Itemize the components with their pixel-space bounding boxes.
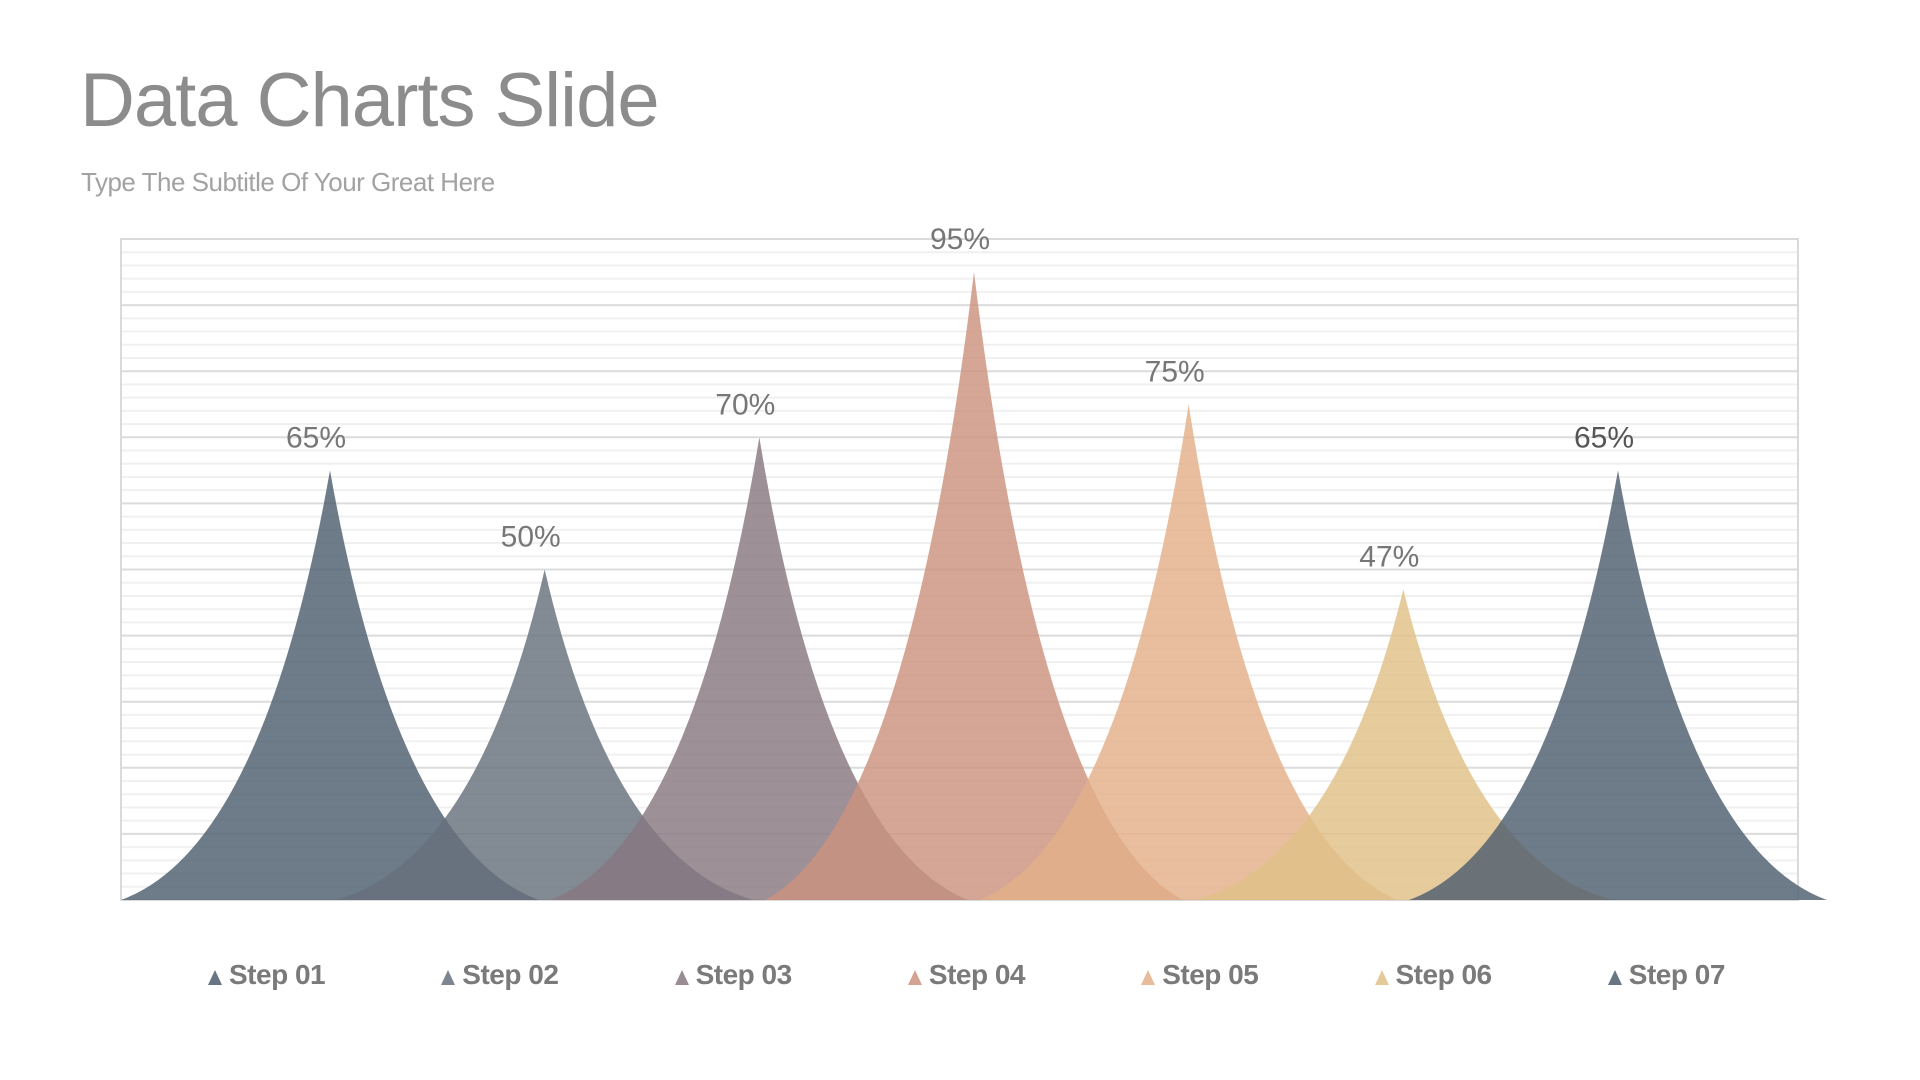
slide-subtitle: Type The Subtitle Of Your Great Here — [81, 167, 495, 197]
value-label: 47% — [1359, 540, 1419, 573]
legend-label: Step 04 — [928, 959, 1026, 990]
legend-label: Step 02 — [462, 959, 559, 990]
triangle-icon — [1374, 969, 1389, 985]
spike-step-07 — [1409, 470, 1827, 900]
spike-step-02 — [335, 569, 754, 900]
legend-item: Step 04 — [907, 955, 1026, 995]
triangle-icon — [1607, 969, 1622, 985]
legend-label: Step 03 — [695, 959, 793, 990]
spike-step-04 — [765, 272, 1183, 900]
legend-item: Step 05 — [1141, 955, 1259, 995]
spike-step-03 — [550, 437, 969, 900]
value-label: 65% — [286, 421, 346, 454]
spike-step-06 — [1194, 589, 1613, 900]
legend-label: Step 07 — [1628, 959, 1726, 990]
slide-title: Data Charts Slide — [80, 58, 660, 143]
triangle-icon — [1141, 969, 1156, 985]
value-labels: 65% 50% 70% 95% 75% 47% 65% — [286, 223, 1634, 573]
legend-label: Step 06 — [1395, 959, 1493, 990]
triangle-icon — [441, 969, 456, 985]
value-label: 75% — [1145, 355, 1205, 388]
triangle-icon — [907, 969, 922, 985]
value-label: 50% — [501, 521, 561, 554]
legend-item: Step 03 — [674, 955, 793, 995]
legend-item: Step 02 — [441, 955, 559, 995]
legend-item: Step 06 — [1374, 955, 1493, 995]
triangle-icon — [674, 969, 689, 985]
chart-legend: Step 01 Step 02 Step 03 Step 04 Step 05 Step … — [0, 955, 1920, 995]
spike-step-01 — [121, 470, 539, 900]
legend-item: Step 01 — [208, 955, 326, 995]
value-label: 65% — [1574, 421, 1634, 454]
value-label: 70% — [715, 388, 775, 421]
value-label: 95% — [930, 223, 990, 256]
legend-label: Step 01 — [229, 959, 326, 990]
triangle-icon — [208, 969, 222, 985]
chart-series — [121, 272, 1827, 900]
spike-step-05 — [979, 404, 1398, 900]
legend-label: Step 05 — [1162, 959, 1259, 990]
legend-item: Step 07 — [1607, 955, 1726, 995]
